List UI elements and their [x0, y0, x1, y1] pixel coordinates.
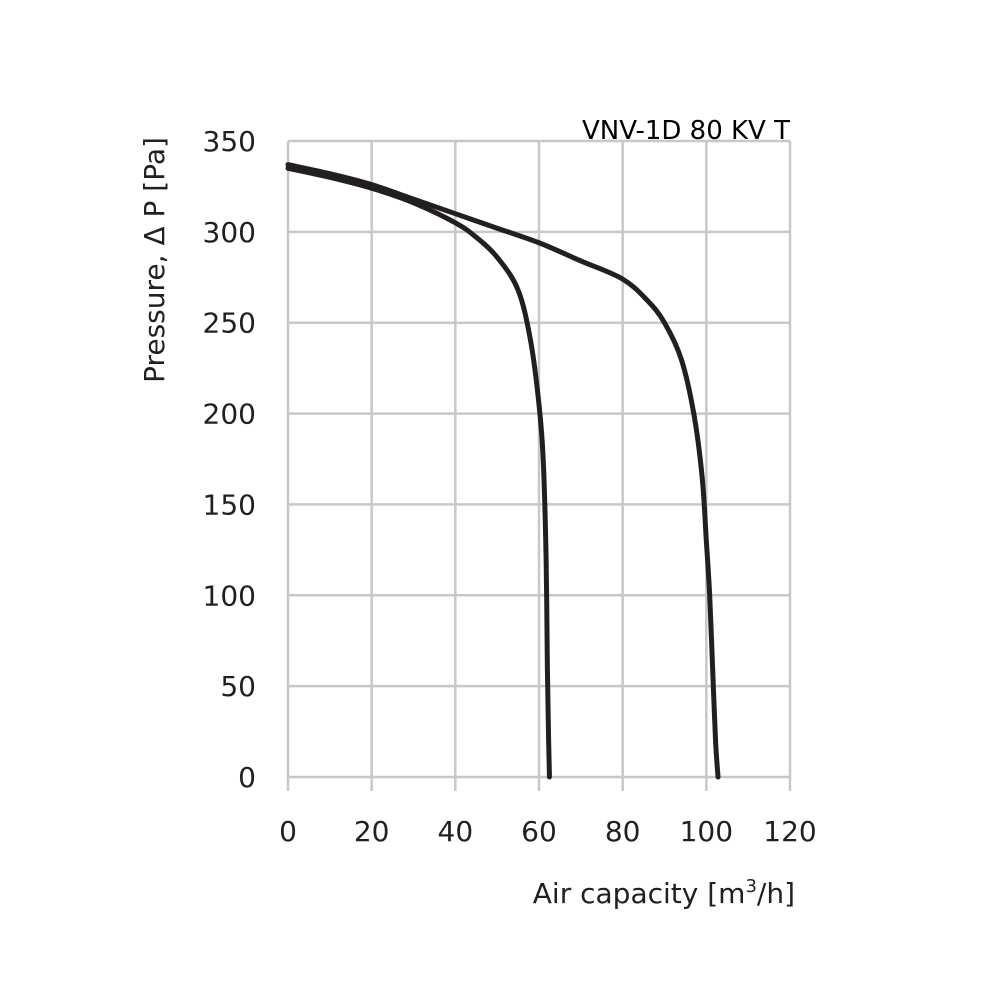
y-tick-label: 50: [220, 670, 256, 703]
x-axis-label: Air capacity [m3/h]: [533, 876, 795, 910]
y-tick-label: 150: [203, 488, 256, 521]
y-tick-label: 100: [203, 579, 256, 612]
x-axis-label-superscript: 3: [745, 876, 756, 897]
x-tick-label: 100: [680, 815, 733, 848]
x-tick-label: 120: [763, 815, 816, 848]
grid: [286, 139, 792, 791]
x-tick-label: 0: [279, 815, 297, 848]
fan-curve-1: [285, 165, 552, 780]
x-tick-label: 40: [438, 815, 474, 848]
x-axis-label-main: Air capacity [m: [533, 877, 746, 910]
x-tick-label: 20: [354, 815, 390, 848]
x-axis-label-suffix: /h]: [757, 877, 795, 910]
y-tick-label: 200: [203, 398, 256, 431]
tick-labels: 0 20 40 60 80 100 120 0 50 100 150 200 250 300 350: [203, 125, 817, 848]
x-tick-label: 60: [521, 815, 557, 848]
y-tick-label: 0: [238, 761, 256, 794]
y-tick-label: 250: [203, 307, 256, 340]
curves: [285, 162, 721, 780]
x-tick-label: 80: [605, 815, 641, 848]
y-tick-label: 350: [203, 125, 256, 158]
y-axis-label: Pressure, Δ P [Pa]: [138, 137, 171, 383]
chart-title: VNV-1D 80 KV T: [582, 116, 790, 146]
y-tick-label: 300: [203, 216, 256, 249]
fan-curve-2: [285, 162, 721, 780]
